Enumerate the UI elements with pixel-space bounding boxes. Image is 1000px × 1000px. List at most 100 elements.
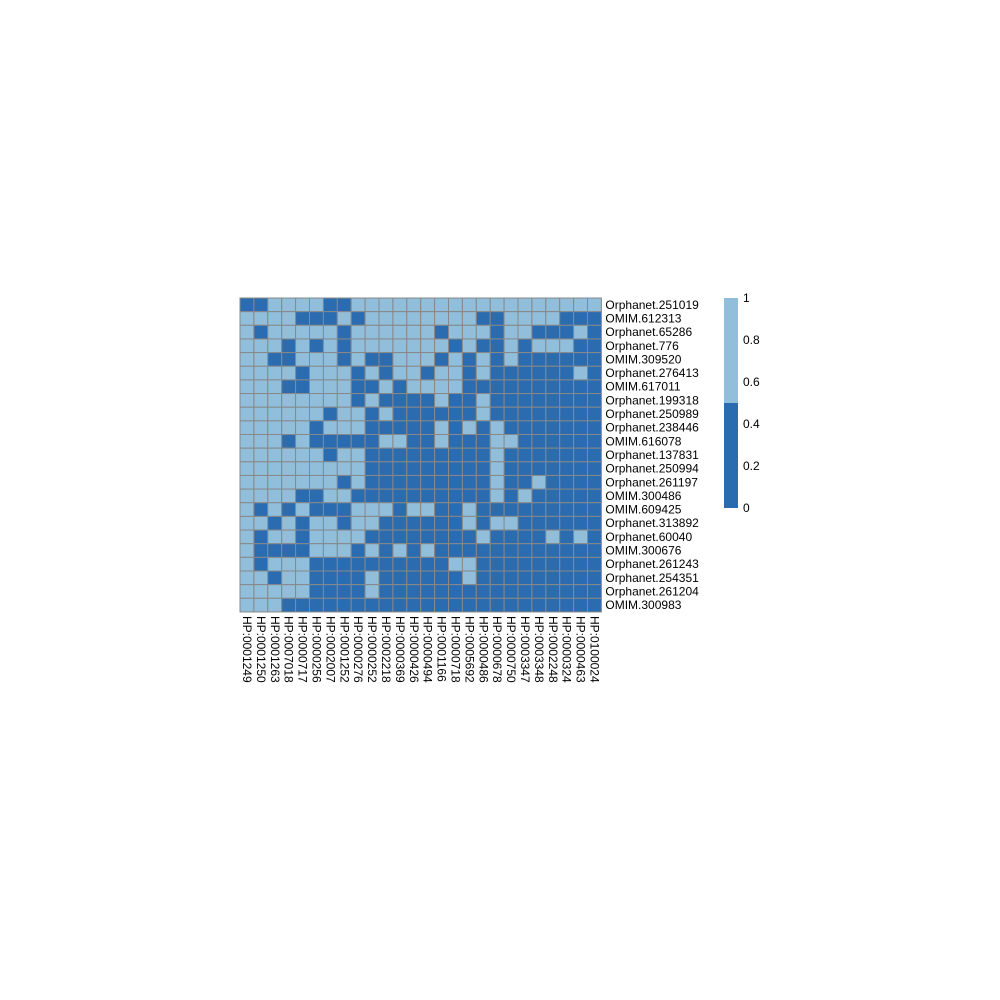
heatmap-cell <box>531 584 547 599</box>
heatmap-cell <box>503 352 519 367</box>
heatmap-cell <box>587 365 602 381</box>
heatmap-cell <box>364 597 380 613</box>
heatmap-cell <box>587 570 602 586</box>
heatmap-cell <box>336 447 352 463</box>
heatmap-cell <box>364 352 380 367</box>
heatmap-cell <box>350 324 366 340</box>
heatmap-cell <box>336 529 352 545</box>
row-label: OMIM.300983 <box>605 598 681 612</box>
heatmap-cell <box>489 324 505 340</box>
heatmap-cell <box>503 461 519 476</box>
heatmap-cell <box>336 434 352 449</box>
heatmap-cell <box>378 447 394 463</box>
heatmap-cell <box>239 461 255 476</box>
heatmap-cell <box>281 556 297 572</box>
heatmap-cell <box>406 515 422 531</box>
heatmap-cell <box>295 461 311 476</box>
heatmap-cell <box>239 379 255 395</box>
heatmap-cell <box>559 488 575 504</box>
heatmap-cell <box>406 570 422 586</box>
heatmap-cell <box>392 379 408 395</box>
heatmap-cell <box>587 338 602 354</box>
heatmap-cell <box>322 515 338 531</box>
heatmap-cell <box>503 488 519 504</box>
heatmap-cell <box>448 556 463 572</box>
heatmap-cell <box>295 324 311 340</box>
heatmap-cell <box>392 447 408 463</box>
heatmap-cell <box>267 543 283 558</box>
heatmap-cell <box>531 556 547 572</box>
heatmap-cell <box>295 434 311 449</box>
heatmap-cell <box>573 570 588 586</box>
heatmap-cell <box>573 406 588 422</box>
heatmap-cell <box>559 570 575 586</box>
heatmap-cell <box>253 324 269 340</box>
heatmap-cell <box>281 365 297 381</box>
heatmap-cell <box>420 379 436 395</box>
heatmap-cell <box>531 597 547 613</box>
heatmap-cell <box>267 447 283 463</box>
heatmap-cell <box>517 529 533 545</box>
heatmap-cell <box>392 406 408 422</box>
heatmap-cell <box>253 529 269 545</box>
heatmap-cell <box>448 379 463 395</box>
heatmap-cell <box>364 365 380 381</box>
heatmap-cell <box>406 379 422 395</box>
row-label: Orphanet.254351 <box>605 571 699 585</box>
heatmap-cell <box>281 352 297 367</box>
column-label: HP:0003348 <box>532 616 546 683</box>
heatmap-cell <box>503 297 519 313</box>
heatmap-cell <box>336 420 352 436</box>
heatmap-cell <box>461 393 477 408</box>
heatmap-cell <box>434 474 450 490</box>
row-label: OMIM.616078 <box>605 434 681 448</box>
heatmap-cell <box>267 515 283 531</box>
heatmap-cell <box>378 297 394 313</box>
heatmap-cell <box>309 311 324 326</box>
heatmap-cell <box>239 420 255 436</box>
heatmap-cell <box>448 488 463 504</box>
row-label: OMIM.300486 <box>605 489 681 503</box>
heatmap-cell <box>364 324 380 340</box>
heatmap-cell <box>378 406 394 422</box>
column-label: HP:0001252 <box>337 616 351 683</box>
heatmap-cell <box>517 365 533 381</box>
heatmap-cell <box>559 474 575 490</box>
heatmap-cell <box>267 570 283 586</box>
heatmap-cell <box>378 434 394 449</box>
heatmap-cell <box>322 297 338 313</box>
heatmap-cell <box>350 420 366 436</box>
heatmap-cell <box>461 434 477 449</box>
heatmap-cell <box>559 543 575 558</box>
heatmap-cell <box>406 584 422 599</box>
heatmap-cell <box>406 447 422 463</box>
heatmap-cell <box>253 570 269 586</box>
heatmap-cell <box>350 584 366 599</box>
heatmap-cell <box>545 529 561 545</box>
heatmap-cell <box>559 597 575 613</box>
heatmap-cell <box>267 379 283 395</box>
heatmap-cell <box>434 365 450 381</box>
heatmap-cell <box>350 379 366 395</box>
heatmap-cell <box>573 597 588 613</box>
heatmap-cell <box>559 529 575 545</box>
heatmap-cells <box>239 297 602 613</box>
heatmap-cell <box>489 447 505 463</box>
column-label: HP:0000426 <box>407 616 421 683</box>
heatmap-cell <box>503 584 519 599</box>
heatmap-cell <box>253 461 269 476</box>
heatmap-cell <box>322 529 338 545</box>
heatmap-cell <box>559 393 575 408</box>
heatmap-cell <box>545 379 561 395</box>
heatmap-cell <box>531 529 547 545</box>
heatmap-cell <box>573 543 588 558</box>
heatmap-cell <box>281 502 297 517</box>
heatmap-cell <box>531 447 547 463</box>
heatmap-cell <box>350 434 366 449</box>
heatmap-cell <box>503 502 519 517</box>
heatmap-cell <box>434 379 450 395</box>
heatmap-cell <box>489 597 505 613</box>
heatmap-cell <box>295 311 311 326</box>
heatmap-cell <box>322 556 338 572</box>
